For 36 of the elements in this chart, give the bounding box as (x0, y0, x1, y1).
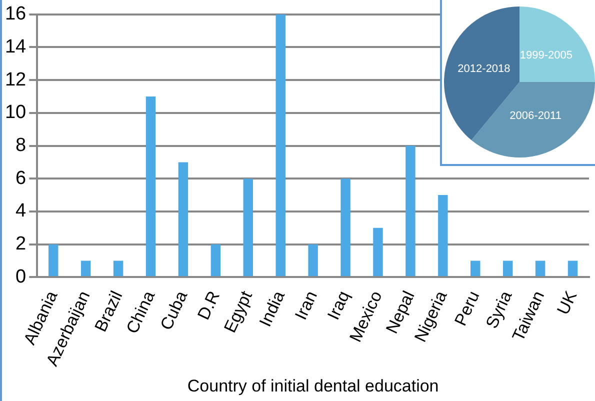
y-tick-label: 0 (16, 266, 26, 288)
bar (210, 244, 221, 276)
bar (502, 260, 513, 276)
bar (535, 260, 546, 276)
bar (48, 244, 58, 276)
bar (80, 260, 91, 276)
x-tick-label: UK (553, 288, 581, 318)
y-tick-label: 4 (16, 200, 27, 222)
bar (340, 178, 350, 276)
bar (146, 96, 156, 276)
y-tick-label: 6 (16, 168, 26, 189)
bar (276, 14, 286, 276)
x-tick-label: India (256, 288, 289, 330)
slice-label: 2012-2018 (458, 63, 510, 76)
bar (568, 260, 578, 276)
bar (113, 260, 124, 276)
x-axis-title: Country of initial dental education (187, 376, 439, 396)
x-tick-label: Iran (291, 288, 321, 323)
y-tick-label: 8 (16, 135, 26, 156)
y-tick-label: 14 (4, 36, 27, 58)
x-tick-label: Cuba (156, 288, 192, 333)
y-tick-label: 16 (4, 4, 26, 25)
x-tick-label: Syria (482, 288, 516, 332)
bar (373, 228, 383, 276)
x-tick-label: Peru (450, 288, 484, 329)
slice-label: 1999-2005 (520, 49, 572, 62)
y-tick-label: 2 (16, 234, 26, 255)
bar (308, 244, 318, 276)
bar (178, 162, 188, 276)
bar (438, 195, 448, 276)
bar (470, 260, 480, 276)
slice-label: 2006-2011 (510, 110, 562, 122)
bar (243, 178, 254, 276)
y-tick-label: 12 (4, 69, 26, 90)
bar (406, 146, 416, 276)
y-tick-label: 10 (4, 102, 26, 124)
